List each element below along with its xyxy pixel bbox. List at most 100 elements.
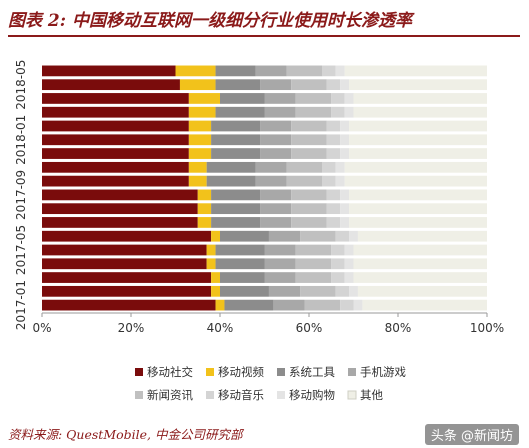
- y-tick-label: 2018-01: [14, 115, 28, 165]
- bar-segment: [264, 244, 296, 256]
- bar-segment: [224, 299, 274, 311]
- bar-segment: [353, 93, 487, 104]
- bar-segment: [215, 106, 265, 118]
- bar-segment: [349, 285, 358, 297]
- y-tick-label: 2017-01: [14, 280, 28, 330]
- bar-segment: [340, 203, 350, 215]
- bar-segment: [349, 230, 358, 242]
- bar-segment: [349, 148, 487, 159]
- chart-title: 图表 2: 中国移动互联网一级细分行业使用时长渗透率: [8, 11, 412, 31]
- bar-segment: [291, 134, 327, 146]
- bar-segment: [211, 189, 261, 201]
- bar-segment: [291, 148, 327, 159]
- x-tick-label: 20%: [118, 321, 145, 335]
- bar-segment: [349, 134, 487, 146]
- bar-segment: [42, 258, 207, 270]
- bar-segment: [188, 161, 207, 173]
- bar-segment: [264, 106, 296, 118]
- bar-segment: [42, 65, 176, 77]
- bar-segment: [331, 93, 345, 104]
- bar-segment: [326, 79, 341, 91]
- bar-segment: [215, 79, 261, 91]
- bar-segment: [291, 79, 327, 91]
- bar-segment: [349, 120, 487, 132]
- title-divider: [8, 35, 520, 37]
- bar-segment: [220, 230, 269, 242]
- bar-segment: [42, 230, 212, 242]
- legend-label: 其他: [360, 388, 383, 402]
- bar-segment: [326, 134, 341, 146]
- bar-segment: [295, 272, 332, 283]
- bar-segment: [42, 93, 189, 104]
- bar-segment: [335, 175, 345, 187]
- bar-segment: [340, 189, 350, 201]
- bar-segment: [295, 244, 332, 256]
- x-tick-label: 80%: [385, 321, 412, 335]
- bar-segment: [211, 134, 261, 146]
- legend-swatch: [135, 391, 143, 399]
- bar-segment: [340, 148, 350, 159]
- bar-segment: [335, 230, 350, 242]
- bar-segment: [42, 285, 212, 297]
- bar-segment: [42, 175, 189, 187]
- bar-segment: [357, 285, 487, 297]
- bar-segment: [286, 65, 323, 77]
- bar-segment: [286, 161, 323, 173]
- bar-segment: [349, 217, 487, 228]
- legend-swatch: [347, 390, 357, 400]
- bar-segment: [179, 79, 216, 91]
- bar-segment: [211, 230, 220, 242]
- bar-segment: [295, 93, 332, 104]
- bar-segment: [260, 79, 292, 91]
- bar-segment: [344, 93, 354, 104]
- bar-segment: [322, 161, 336, 173]
- bar-segment: [220, 93, 265, 104]
- bar-segment: [42, 106, 189, 118]
- bar-segment: [335, 161, 345, 173]
- bar-segment: [344, 244, 354, 256]
- source-note: 资料来源: QuestMobile, 中金公司研究部: [8, 427, 243, 442]
- bar-segment: [211, 272, 220, 283]
- legend-swatch: [135, 368, 143, 376]
- bar-segment: [335, 285, 350, 297]
- legend-label: 移动音乐: [218, 388, 264, 402]
- bar-segment: [197, 203, 212, 215]
- bar-segment: [326, 189, 341, 201]
- bar-segment: [42, 217, 198, 228]
- bar-segment: [206, 175, 256, 187]
- y-tick-label: 2017-09: [14, 170, 28, 220]
- bar-segment: [42, 134, 189, 146]
- legend-swatch: [206, 368, 214, 376]
- bar-segment: [331, 272, 345, 283]
- bar-segment: [42, 79, 180, 91]
- legend-swatch: [206, 391, 214, 399]
- bar-segment: [264, 258, 296, 270]
- watermark: 头条 @新闻坊: [424, 424, 519, 445]
- legend-swatch: [348, 368, 356, 376]
- bar-segment: [353, 106, 487, 118]
- bar-segment: [220, 285, 269, 297]
- x-tick-label: 100%: [470, 321, 504, 335]
- legend-swatch: [277, 391, 285, 399]
- bar-segment: [197, 189, 212, 201]
- bar-segment: [344, 175, 487, 187]
- bar-segment: [188, 134, 212, 146]
- bar-segment: [286, 175, 323, 187]
- bar-segment: [331, 244, 345, 256]
- bar-segment: [220, 272, 265, 283]
- bar-segment: [211, 217, 261, 228]
- legend-label: 新闻资讯: [147, 388, 193, 402]
- legend-swatch: [277, 368, 285, 376]
- bar-segment: [331, 258, 345, 270]
- bar-segment: [42, 299, 216, 311]
- bar-segment: [304, 299, 341, 311]
- bar-segment: [260, 203, 292, 215]
- bar-segment: [335, 65, 345, 77]
- y-tick-label: 2017-05: [14, 225, 28, 275]
- bar-segment: [340, 299, 354, 311]
- bar-segment: [206, 244, 216, 256]
- stacked-bar-chart: 0% 20% 40% 60% 80% 100% 2017-01 2017-05 2017-09 2…: [14, 60, 504, 402]
- bar-segment: [42, 148, 189, 159]
- legend-label: 移动购物: [289, 388, 335, 402]
- bar-segment: [344, 272, 354, 283]
